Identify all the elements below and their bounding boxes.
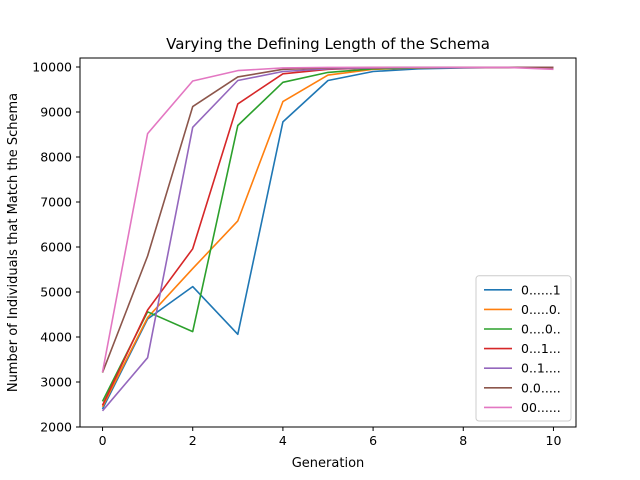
y-tick-label: 2000	[40, 420, 72, 435]
x-axis-label: Generation	[292, 456, 365, 471]
y-tick-label: 9000	[40, 105, 72, 120]
legend: 0......1 0.....0. 0....0.. 0...1... 0..1....…	[475, 275, 572, 422]
x-tick-label: 10	[546, 433, 562, 448]
chart-title: Varying the Defining Length of the Schem…	[166, 35, 490, 53]
y-tick-label: 7000	[40, 195, 72, 210]
y-tick-label: 5000	[40, 285, 72, 300]
y-tick-label: 8000	[40, 150, 72, 165]
legend-label: 0.0.....	[521, 380, 561, 395]
y-tick-label: 3000	[40, 375, 72, 390]
series-layer	[101, 66, 554, 412]
y-tick-label: 10000	[32, 60, 72, 75]
x-tick-label: 0	[99, 433, 107, 448]
legend-label: 0.....0.	[521, 302, 561, 317]
y-axis-label: Number of Individuals that Match the Sch…	[6, 93, 21, 392]
x-axis: 0 2 4 6 8 10	[99, 427, 562, 448]
legend-label: 0..1....	[521, 361, 561, 376]
x-tick-label: 2	[189, 433, 197, 448]
legend-box	[475, 275, 572, 422]
legend-label: 0....0..	[521, 322, 561, 337]
plot-frame	[79, 57, 577, 428]
y-axis: 2000 3000 4000 5000 6000 7000 8000 9000 10000	[32, 60, 80, 435]
x-tick-label: 6	[369, 433, 377, 448]
x-tick-label: 8	[459, 433, 467, 448]
legend-label: 0......1	[521, 282, 561, 297]
legend-label: 0...1...	[521, 341, 561, 356]
y-tick-label: 4000	[40, 330, 72, 345]
legend-label: 00......	[521, 400, 561, 415]
series-line	[101, 66, 554, 373]
x-tick-label: 4	[279, 433, 287, 448]
y-tick-label: 6000	[40, 240, 72, 255]
